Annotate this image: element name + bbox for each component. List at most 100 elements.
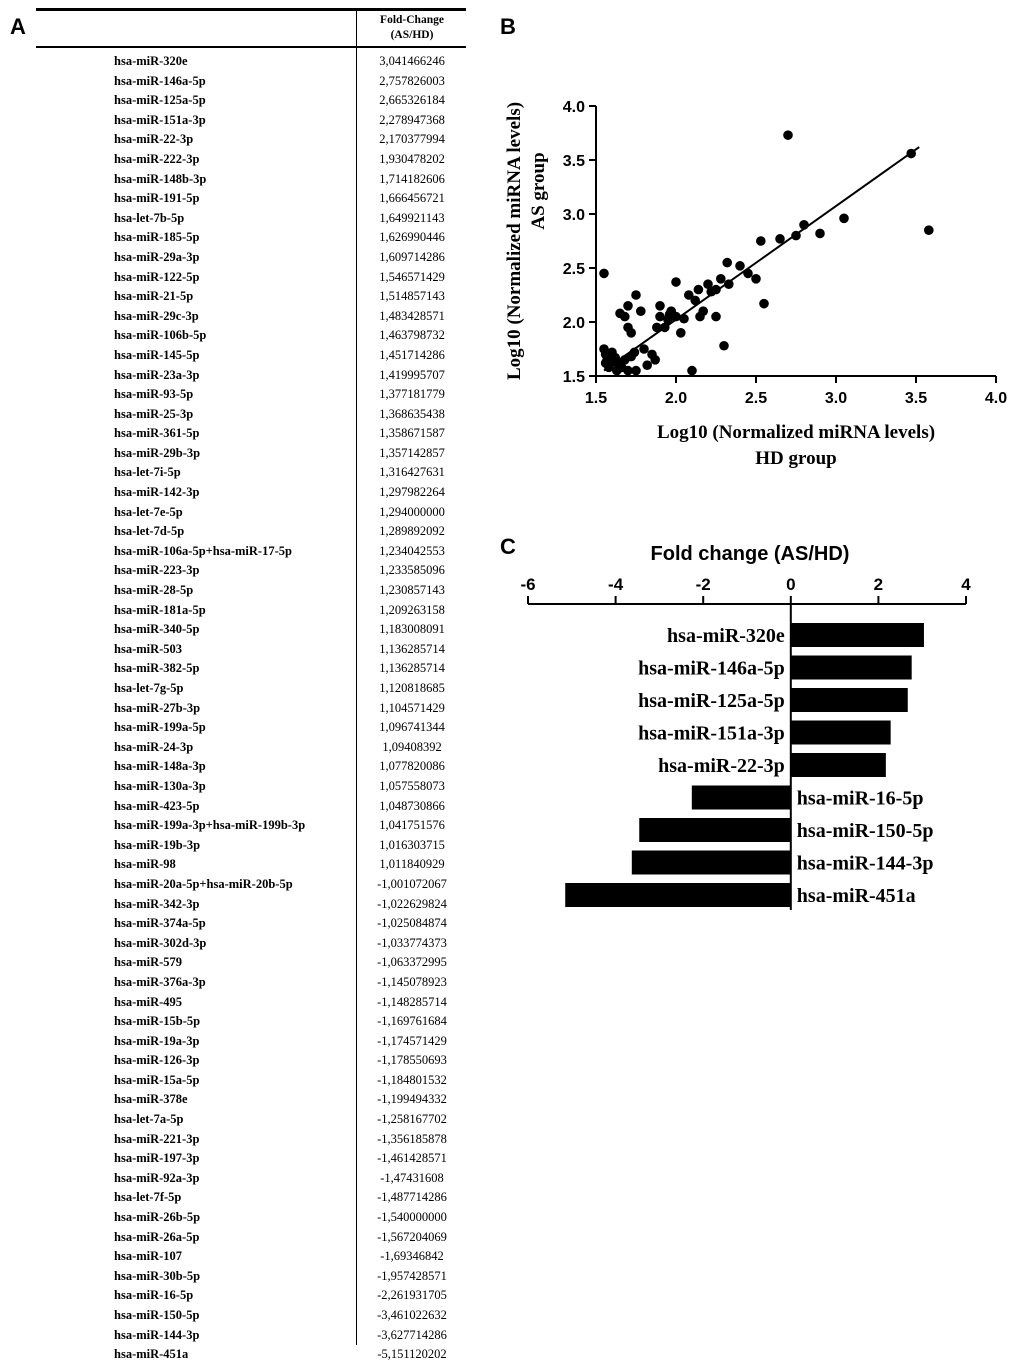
table-row: hsa-miR-98 1,011840929 bbox=[36, 855, 466, 875]
data-point bbox=[719, 340, 729, 351]
category-label: hsa-miR-22-3p bbox=[658, 755, 785, 777]
mirna-name: hsa-miR-98 bbox=[114, 857, 176, 872]
table-row: hsa-miR-26a-5p -1,567204069 bbox=[36, 1228, 466, 1248]
mirna-name: hsa-miR-199a-3p+hsa-miR-199b-3p bbox=[114, 818, 306, 833]
table-row: hsa-miR-382-5p 1,136285714 bbox=[36, 659, 466, 679]
mirna-name: hsa-miR-222-3p bbox=[114, 151, 200, 166]
table-row: hsa-miR-221-3p -1,356185878 bbox=[36, 1130, 466, 1150]
bar bbox=[790, 753, 886, 777]
mirna-name: hsa-miR-185-5p bbox=[114, 230, 200, 245]
table-row: hsa-let-7g-5p 1,120818685 bbox=[36, 679, 466, 699]
mirna-name: hsa-miR-148b-3p bbox=[114, 171, 207, 186]
mirna-name: hsa-miR-92a-3p bbox=[114, 1170, 200, 1185]
data-point bbox=[839, 213, 849, 224]
mirna-name: hsa-miR-495 bbox=[114, 994, 183, 1009]
fold-change-value: -1,69346842 bbox=[380, 1249, 444, 1264]
bar bbox=[631, 850, 791, 875]
mirna-name: hsa-miR-21-5p bbox=[114, 289, 194, 304]
data-point bbox=[924, 225, 934, 235]
fold-change-value: 1,183008091 bbox=[379, 622, 445, 637]
bar bbox=[691, 785, 791, 810]
table-row: hsa-miR-25-3p 1,368635438 bbox=[36, 405, 466, 425]
table-row: hsa-let-7a-5p -1,258167702 bbox=[36, 1110, 466, 1130]
data-point bbox=[676, 328, 686, 338]
table-row: hsa-miR-28-5p 1,230857143 bbox=[36, 581, 466, 601]
fold-change-value: 1,649921143 bbox=[379, 210, 445, 225]
table-row: hsa-miR-107 -1,69346842 bbox=[36, 1247, 466, 1267]
x-tick-label: 1.5 bbox=[585, 390, 607, 407]
data-point bbox=[716, 274, 726, 284]
table-row: hsa-miR-24-3p 1,09408392 bbox=[36, 738, 466, 758]
data-point bbox=[775, 234, 785, 244]
fold-change-value: -1,540000000 bbox=[377, 1210, 447, 1225]
mirna-name: hsa-miR-15a-5p bbox=[114, 1072, 200, 1087]
table-row: hsa-let-7d-5p 1,289892092 bbox=[36, 522, 466, 542]
table-header: Fold-Change (AS/HD) bbox=[358, 13, 466, 43]
mirna-name: hsa-miR-142-3p bbox=[114, 485, 200, 500]
fold-change-value: 1,096741344 bbox=[379, 720, 445, 735]
fold-change-value: -1,001072067 bbox=[377, 876, 447, 891]
table-row: hsa-miR-503 1,136285714 bbox=[36, 640, 466, 660]
data-point bbox=[620, 311, 630, 322]
table-row: hsa-miR-320e 3,041466246 bbox=[36, 52, 466, 72]
fold-change-value: 1,016303715 bbox=[379, 837, 445, 852]
fold-change-value: 1,289892092 bbox=[379, 524, 445, 539]
fold-change-value: -1,178550693 bbox=[377, 1053, 447, 1068]
fold-change-value: 1,714182606 bbox=[379, 171, 445, 186]
table-row: hsa-miR-29b-3p 1,357142857 bbox=[36, 444, 466, 464]
table-row: hsa-miR-142-3p 1,297982264 bbox=[36, 483, 466, 503]
fold-change-value: -1,487714286 bbox=[377, 1190, 447, 1205]
table-row: hsa-miR-340-5p 1,183008091 bbox=[36, 620, 466, 640]
mirna-name: hsa-miR-320e bbox=[114, 54, 188, 68]
mirna-name: hsa-miR-144-3p bbox=[114, 1327, 200, 1342]
mirna-name: hsa-miR-26b-5p bbox=[114, 1210, 201, 1225]
data-point bbox=[626, 328, 636, 338]
fold-change-value: 1,048730866 bbox=[379, 798, 445, 813]
mirna-name: hsa-miR-191-5p bbox=[114, 191, 200, 206]
table-rows: hsa-miR-320e 3,041466246 hsa-miR-146a-5p 2,… bbox=[36, 52, 466, 1365]
fold-change-value: -1,174571429 bbox=[377, 1033, 447, 1048]
bar bbox=[790, 720, 891, 745]
x-axis-label-line2: HD group bbox=[755, 448, 836, 469]
table-row: hsa-miR-151a-3p 2,278947368 bbox=[36, 111, 466, 131]
mirna-name: hsa-miR-503 bbox=[114, 641, 183, 656]
mirna-name: hsa-miR-423-5p bbox=[114, 798, 200, 813]
table-row: hsa-miR-181a-5p 1,209263158 bbox=[36, 601, 466, 621]
mirna-name: hsa-miR-302d-3p bbox=[114, 935, 207, 950]
data-point bbox=[687, 365, 697, 376]
bar bbox=[790, 688, 908, 712]
table-row: hsa-miR-122-5p 1,546571429 bbox=[36, 268, 466, 288]
x-tick-label: 2.0 bbox=[665, 390, 687, 407]
table-header-line2: (AS/HD) bbox=[390, 29, 434, 41]
data-point bbox=[815, 228, 825, 239]
data-point bbox=[684, 290, 694, 300]
mirna-name: hsa-miR-579 bbox=[114, 955, 183, 970]
data-point bbox=[623, 301, 633, 311]
fold-change-value: -1,022629824 bbox=[377, 896, 447, 911]
data-point bbox=[655, 311, 665, 322]
mirna-name: hsa-miR-451a bbox=[114, 1347, 189, 1362]
x-tick-label: 3.0 bbox=[825, 390, 847, 407]
table-row: hsa-miR-130a-3p 1,057558073 bbox=[36, 777, 466, 797]
table-row: hsa-miR-125a-5p 2,665326184 bbox=[36, 91, 466, 111]
category-label: hsa-miR-125a-5p bbox=[638, 690, 785, 712]
category-label: hsa-miR-320e bbox=[667, 625, 785, 647]
x-tick-label: -4 bbox=[608, 575, 624, 594]
mirna-name: hsa-miR-146a-5p bbox=[114, 73, 206, 88]
panel-label-b: B bbox=[500, 14, 516, 39]
panel-label-c: C bbox=[500, 534, 516, 559]
fold-change-value: -1,145078923 bbox=[377, 974, 447, 989]
table-row: hsa-let-7b-5p 1,649921143 bbox=[36, 209, 466, 229]
table-row: hsa-miR-144-3p -3,627714286 bbox=[36, 1326, 466, 1346]
fold-change-value: 1,120818685 bbox=[379, 681, 445, 695]
table-row: hsa-miR-495 -1,148285714 bbox=[36, 993, 466, 1013]
data-point bbox=[690, 295, 700, 306]
table-row: hsa-miR-361-5p 1,358671587 bbox=[36, 424, 466, 444]
fold-change-value: -1,957428571 bbox=[377, 1268, 447, 1283]
fold-change-value: 1,234042553 bbox=[379, 543, 445, 558]
table-row: hsa-miR-376a-3p -1,145078923 bbox=[36, 973, 466, 993]
mirna-name: hsa-miR-23a-3p bbox=[114, 367, 200, 382]
fold-change-value: 1,209263158 bbox=[379, 602, 445, 617]
y-tick-label: 1.5 bbox=[563, 369, 585, 386]
mirna-name: hsa-miR-29a-3p bbox=[114, 249, 200, 264]
